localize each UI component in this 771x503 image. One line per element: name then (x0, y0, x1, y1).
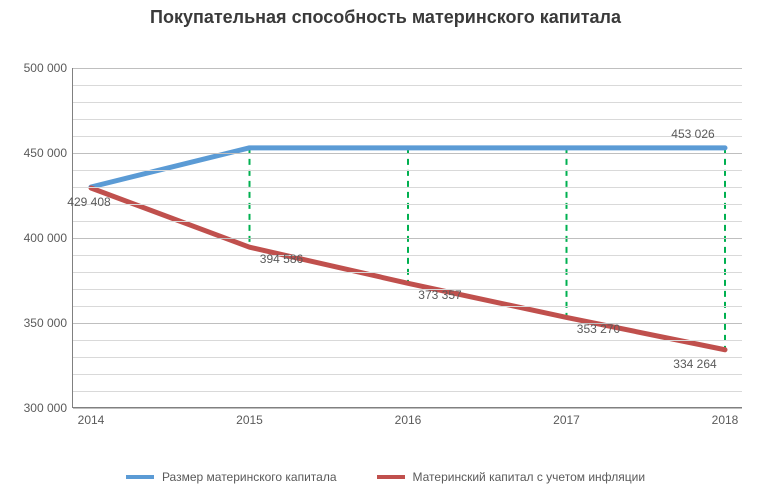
chart-container: Покупательная способность материнского к… (0, 0, 771, 503)
y-gridline-major (73, 323, 742, 324)
y-gridline-minor (73, 85, 742, 86)
data-label: 453 026 (671, 127, 714, 141)
y-gridline-major (73, 238, 742, 239)
legend-item: Размер материнского капитала (126, 470, 337, 484)
legend-item: Материнский капитал с учетом инфляции (377, 470, 646, 484)
y-gridline-minor (73, 272, 742, 273)
y-tick-label: 500 000 (24, 61, 67, 75)
legend-swatch (126, 475, 154, 479)
y-gridline-minor (73, 374, 742, 375)
legend-label: Материнский капитал с учетом инфляции (413, 470, 646, 484)
legend-swatch (377, 475, 405, 479)
y-tick-label: 350 000 (24, 316, 67, 330)
y-gridline-minor (73, 357, 742, 358)
legend: Размер материнского капитала Материнский … (0, 470, 771, 484)
y-gridline-major (73, 68, 742, 69)
data-label: 353 270 (577, 322, 620, 336)
y-gridline-minor (73, 306, 742, 307)
data-label: 334 264 (673, 357, 716, 371)
y-gridline-minor (73, 102, 742, 103)
y-tick-label: 450 000 (24, 146, 67, 160)
y-gridline-minor (73, 221, 742, 222)
y-tick-label: 400 000 (24, 231, 67, 245)
y-gridline-minor (73, 136, 742, 137)
x-tick-label: 2018 (712, 413, 739, 427)
data-label: 373 357 (418, 288, 461, 302)
y-gridline-major (73, 153, 742, 154)
chart-title: Покупательная способность материнского к… (0, 6, 771, 29)
x-tick-label: 2017 (553, 413, 580, 427)
y-gridline-minor (73, 340, 742, 341)
y-gridline-minor (73, 289, 742, 290)
x-tick-label: 2014 (78, 413, 105, 427)
y-gridline-minor (73, 119, 742, 120)
y-gridline-minor (73, 170, 742, 171)
data-label: 429 408 (67, 195, 110, 209)
y-gridline-minor (73, 391, 742, 392)
y-gridline-minor (73, 255, 742, 256)
legend-label: Размер материнского капитала (162, 470, 337, 484)
y-tick-label: 300 000 (24, 401, 67, 415)
plot-area: 300 000350 000400 000450 000500 00020142… (72, 68, 742, 408)
x-tick-label: 2016 (395, 413, 422, 427)
y-gridline-minor (73, 187, 742, 188)
x-tick-label: 2015 (236, 413, 263, 427)
data-label: 394 586 (260, 252, 303, 266)
y-gridline-minor (73, 204, 742, 205)
y-gridline-major (73, 408, 742, 409)
